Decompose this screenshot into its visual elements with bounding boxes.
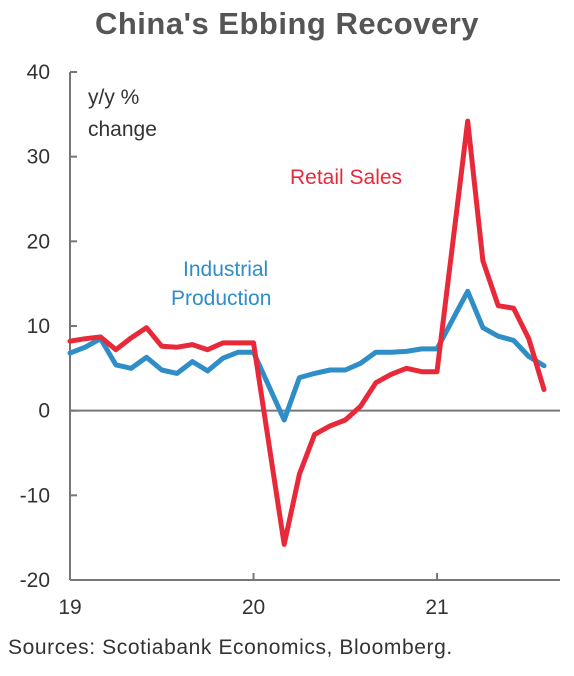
tick-labels: -20 -10 0 10 20 30 40 19 20 21 [20, 61, 449, 619]
y-tick-label: 30 [27, 146, 50, 169]
retail-sales-label: Retail Sales [290, 166, 402, 189]
x-tick-label: 19 [58, 596, 81, 619]
series-lines [67, 118, 547, 547]
industrial-production-line [67, 288, 547, 423]
industrial-production-label-line1: Industrial [183, 258, 268, 281]
chart-title: China's Ebbing Recovery [94, 6, 480, 41]
industrial-production-label-line2: Production [171, 287, 271, 310]
source-note: Sources: Scotiabank Economics, Bloomberg… [8, 636, 453, 659]
retail-sales-line [67, 118, 547, 547]
y-unit-label-line2: change [88, 118, 157, 141]
x-tick-label: 20 [242, 596, 265, 619]
y-tick-label: -20 [20, 569, 50, 592]
y-unit-label-line1: y/y % [88, 86, 139, 109]
y-tick-label: 0 [38, 400, 50, 423]
axes [69, 71, 560, 581]
y-tick-label: 20 [27, 230, 50, 253]
y-tick-label: -10 [20, 484, 50, 507]
y-tick-label: 40 [27, 61, 50, 84]
x-tick-label: 21 [425, 596, 448, 619]
y-tick-label: 10 [27, 315, 50, 338]
